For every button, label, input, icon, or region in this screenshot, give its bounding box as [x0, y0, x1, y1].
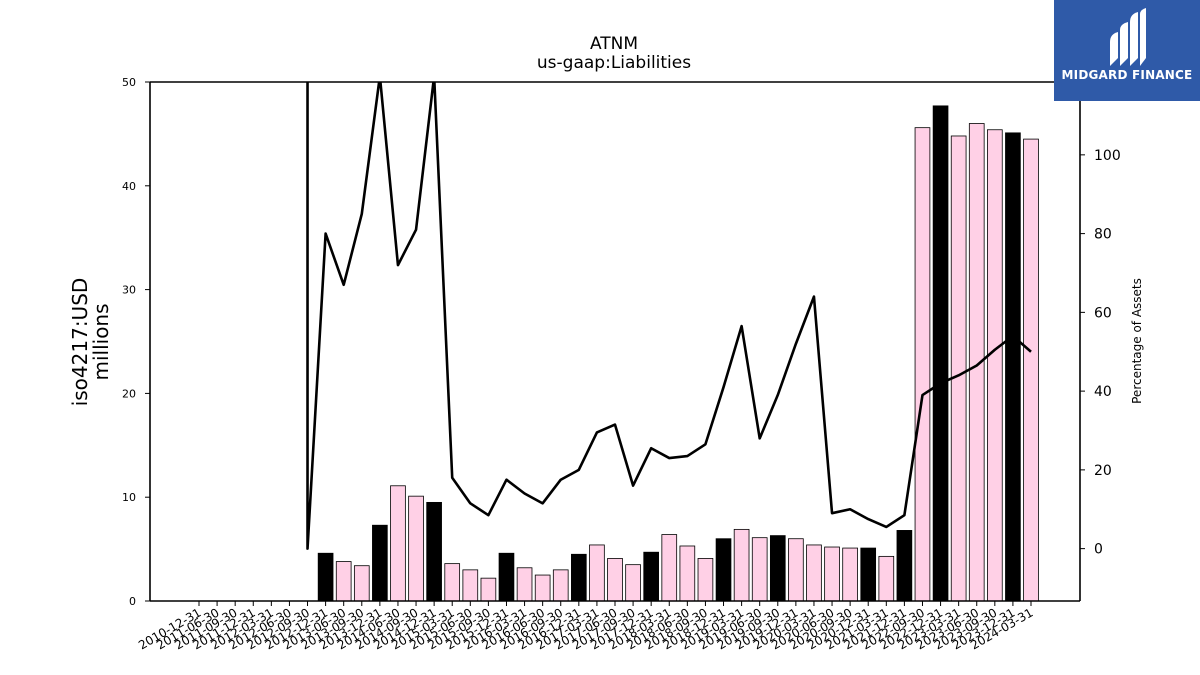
- bar: [950, 135, 967, 602]
- bar: [896, 530, 913, 602]
- bar: [751, 537, 768, 602]
- y-right-tick-label: 80: [1094, 227, 1112, 243]
- bar: [842, 547, 858, 602]
- y-right-tick-label: 0: [1094, 542, 1103, 558]
- x-ticks-group: 2010-12-312011-06-302011-09-302011-12-31…: [136, 601, 1036, 652]
- y-left-ticks-group: 0 10 20 30 40 50: [122, 76, 150, 608]
- bar: [733, 528, 750, 602]
- bar: [353, 565, 370, 602]
- bar: [715, 538, 732, 602]
- y-right-tick-label: 40: [1094, 384, 1112, 400]
- bar: [607, 558, 623, 602]
- bar: [661, 534, 678, 602]
- bar: [878, 555, 895, 602]
- percentage-line: [306, 82, 1032, 550]
- bar: [625, 564, 641, 602]
- bar: [643, 551, 659, 602]
- y-left-tick-label: 50: [122, 76, 136, 89]
- y-left-tick-label: 40: [122, 180, 136, 193]
- bars-group: [317, 105, 1039, 602]
- bar: [788, 538, 804, 602]
- logo-text: MIDGARD FINANCE: [1061, 68, 1193, 82]
- bar: [824, 546, 840, 602]
- bar: [697, 558, 714, 602]
- bar: [932, 105, 949, 602]
- bar: [444, 563, 461, 602]
- bar: [317, 552, 334, 602]
- y-right-tick-label: 100: [1094, 148, 1121, 164]
- bar: [408, 495, 424, 602]
- bar: [390, 485, 406, 602]
- y-left-tick-label: 20: [122, 387, 136, 400]
- y-left-tick-label: 0: [129, 595, 136, 608]
- y-axis-label-right: Percentage of Assets: [1130, 278, 1144, 404]
- y-left-tick-label: 30: [122, 284, 136, 297]
- y-right-tick-label: 20: [1094, 463, 1112, 479]
- brand-logo: MIDGARD FINANCE: [1054, 0, 1200, 101]
- chart-subtitle: us-gaap:Liabilities: [537, 53, 691, 73]
- bar: [462, 569, 479, 602]
- bar: [516, 567, 533, 602]
- line-group: [306, 82, 1032, 550]
- y-right-tick-label: 60: [1094, 305, 1112, 321]
- y-left-tick-label: 10: [122, 491, 136, 504]
- bar: [987, 129, 1003, 602]
- bar: [571, 553, 587, 602]
- bar: [335, 561, 352, 602]
- bar: [914, 127, 931, 602]
- bar: [679, 545, 696, 602]
- bar: [1005, 132, 1021, 602]
- bar: [372, 524, 388, 602]
- bar: [1023, 138, 1039, 602]
- bar: [589, 544, 605, 602]
- bar: [480, 577, 497, 602]
- y-axis-label-left: iso4217:USD: [68, 278, 92, 407]
- midgard-logo-icon: [1110, 8, 1146, 66]
- bar: [426, 501, 442, 602]
- y-axis-label-left-line2: millions: [89, 303, 113, 380]
- bar: [534, 574, 551, 602]
- y-right-ticks-group: 0 20 40 60 80 100: [1080, 148, 1121, 558]
- bar: [552, 569, 569, 602]
- bar: [860, 547, 877, 602]
- bar: [806, 544, 822, 602]
- chart-title: ATNM: [590, 34, 638, 54]
- bar: [498, 552, 515, 602]
- bar: [769, 535, 786, 602]
